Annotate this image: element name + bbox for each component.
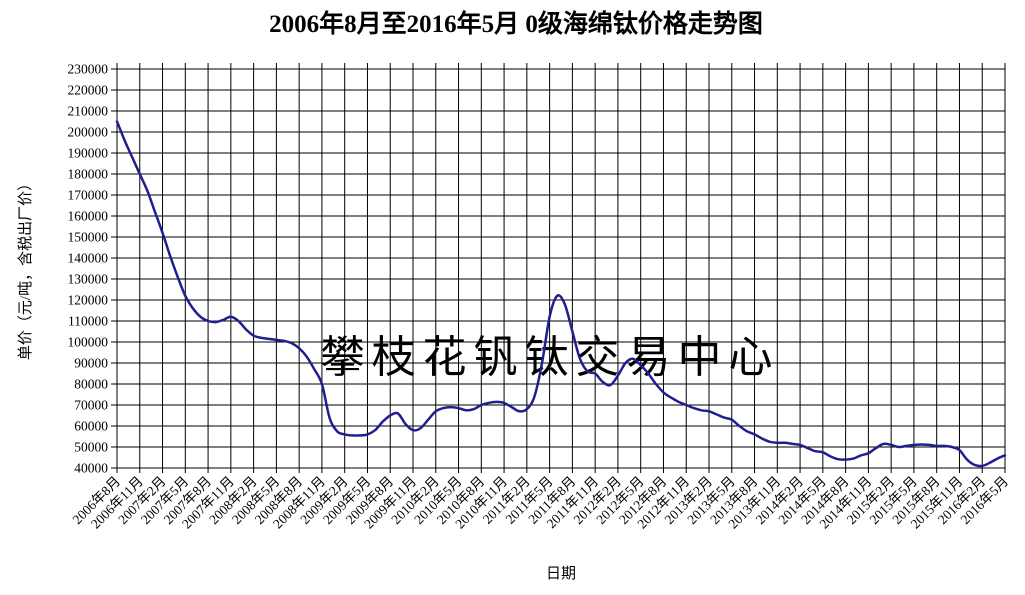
y-tick-label: 90000 <box>74 356 108 371</box>
grid-lines <box>111 63 1006 473</box>
y-tick-label: 140000 <box>68 251 109 266</box>
y-tick-label: 200000 <box>68 125 109 140</box>
x-axis-title: 日期 <box>546 565 576 582</box>
y-tick-label: 110000 <box>68 314 108 329</box>
y-tick-label: 210000 <box>68 104 109 119</box>
y-axis-title: 单价（元/吨，含税出厂价） <box>17 176 34 360</box>
y-tick-label: 170000 <box>68 188 109 203</box>
y-tick-label: 190000 <box>68 146 109 161</box>
y-tick-label: 40000 <box>74 461 108 476</box>
x-axis-tick-labels: 2006年8月2006年11月2007年2月2007年5月2007年8月2007… <box>70 474 1012 532</box>
watermark-text: 攀枝花钒钛交易中心 <box>321 333 780 382</box>
y-axis-tick-labels: 40000 50000 60000 70000 80000 90000 100000 1100… <box>68 62 109 476</box>
y-tick-label: 130000 <box>68 272 109 287</box>
y-tick-label: 160000 <box>68 209 109 224</box>
price-line-series <box>115 120 1007 468</box>
chart-title: 2006年8月至2016年5月 0级海绵钛价格走势图 <box>269 9 763 38</box>
y-tick-label: 60000 <box>74 419 108 434</box>
y-tick-label: 70000 <box>74 398 108 413</box>
y-tick-label: 220000 <box>68 83 109 98</box>
y-tick-label: 230000 <box>68 62 109 77</box>
y-tick-label: 80000 <box>74 377 108 392</box>
y-tick-label: 100000 <box>68 335 109 350</box>
y-tick-label: 180000 <box>68 167 109 182</box>
y-tick-label: 150000 <box>68 230 109 245</box>
y-tick-label: 120000 <box>68 293 109 308</box>
y-tick-label: 50000 <box>74 440 108 455</box>
